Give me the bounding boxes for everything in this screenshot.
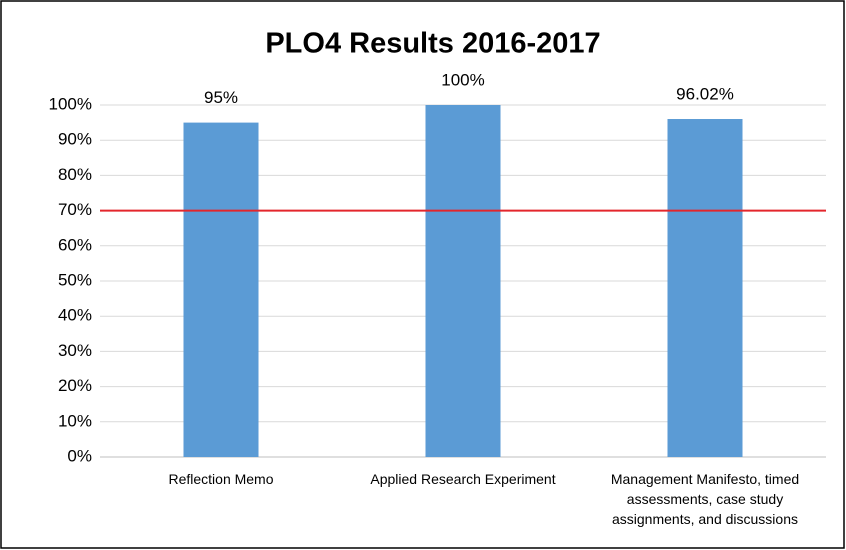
y-tick-label: 0% [67, 446, 92, 465]
y-tick-label: 70% [58, 200, 92, 219]
x-tick-label: Applied Research Experiment [370, 471, 556, 487]
y-tick-label: 30% [58, 341, 92, 360]
y-tick-label: 60% [58, 235, 92, 254]
value-label: 100% [441, 70, 484, 89]
bar [183, 122, 259, 457]
bar [425, 105, 501, 457]
x-tick-label: Reflection Memo [168, 471, 274, 487]
bar [667, 119, 743, 458]
y-tick-label: 10% [58, 411, 92, 430]
value-label: 95% [204, 88, 238, 107]
x-tick-label: Management Manifesto, timed assessments,… [610, 471, 800, 527]
chart-title: PLO4 Results 2016-2017 [265, 28, 600, 60]
y-tick-label: 80% [58, 165, 92, 184]
y-tick-label: 50% [58, 270, 92, 289]
y-tick-label: 20% [58, 376, 92, 395]
y-tick-label: 40% [58, 306, 92, 325]
y-tick-label: 90% [58, 130, 92, 149]
y-tick-label: 100% [49, 94, 92, 113]
value-label: 96.02% [676, 84, 734, 103]
